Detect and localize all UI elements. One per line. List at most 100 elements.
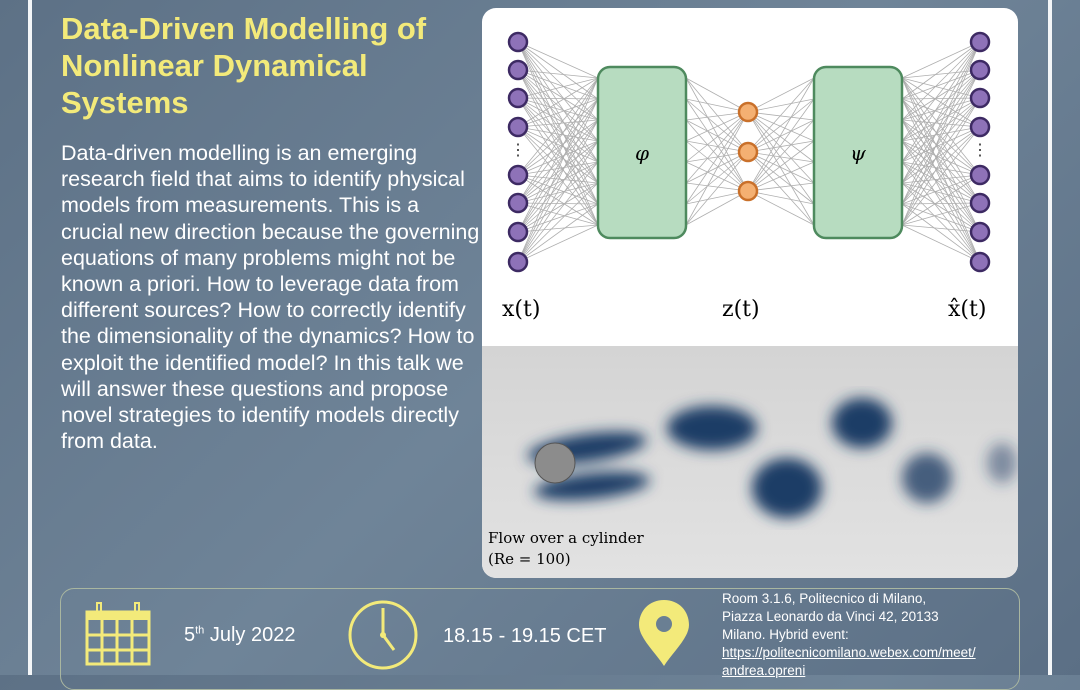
network-edge <box>517 174 599 184</box>
network-edge <box>685 161 749 192</box>
network-edge <box>747 151 815 184</box>
input-node <box>507 192 529 214</box>
network-edge <box>517 161 599 233</box>
network-edge <box>685 151 749 163</box>
figure-panel: φ ψ ⋮ ⋮ x(t) z(t) x̂(t) Flow over a cyli… <box>482 8 1018 578</box>
network-edge <box>517 203 599 233</box>
border-line-left <box>28 0 32 675</box>
network-edge <box>517 77 599 263</box>
network-edge <box>901 174 981 205</box>
network-edge <box>685 111 749 205</box>
network-edge <box>901 174 981 184</box>
network-edge <box>747 98 815 113</box>
latent-node <box>737 180 759 202</box>
network-edge <box>517 174 599 226</box>
output-node <box>969 164 991 186</box>
network-edge <box>901 41 981 226</box>
network-edge <box>747 111 815 142</box>
network-edge <box>901 140 981 176</box>
network-edge <box>747 140 815 192</box>
clock-icon <box>348 600 418 670</box>
output-node <box>969 251 991 273</box>
network-edge <box>901 77 981 233</box>
encoder-box <box>596 65 688 240</box>
network-edge <box>901 140 981 263</box>
network-edge <box>747 140 815 153</box>
calendar-icon <box>85 602 151 666</box>
network-edge <box>685 98 749 113</box>
network-edge <box>747 111 815 184</box>
network-edge <box>901 77 981 263</box>
network-edge <box>901 174 981 226</box>
output-node <box>969 87 991 109</box>
input-node <box>507 87 529 109</box>
network-edge <box>685 111 749 226</box>
network-edge <box>517 98 599 263</box>
network-edge <box>901 161 981 233</box>
network-edge <box>517 41 599 142</box>
border-line-right <box>1048 0 1052 675</box>
input-node <box>507 31 529 53</box>
network-edge <box>517 161 599 263</box>
network-edge <box>747 77 815 113</box>
network-edge <box>901 69 981 79</box>
network-edge <box>517 202 599 205</box>
network-edge <box>685 98 749 192</box>
address-line: Room 3.1.6, Politecnico di Milano, <box>722 591 927 606</box>
network-edge <box>517 77 599 176</box>
network-edge <box>517 77 599 233</box>
network-edge <box>747 190 815 226</box>
network-edge <box>901 140 981 204</box>
network-edge <box>517 41 599 226</box>
network-edge <box>901 182 981 233</box>
network-edge <box>901 140 981 233</box>
network-edge <box>685 77 749 192</box>
network-edge <box>685 182 749 192</box>
network-edge <box>517 77 599 99</box>
network-edge <box>517 140 599 233</box>
network-edge <box>901 119 981 204</box>
decoder-label: ψ <box>850 141 866 165</box>
network-edge <box>517 182 599 204</box>
flow-caption: Flow over a cylinder <box>488 529 644 547</box>
network-edge <box>517 161 599 176</box>
network-edge <box>747 77 815 192</box>
output-label: x̂(t) <box>948 297 986 322</box>
network-edge <box>901 119 981 233</box>
network-edge <box>901 41 981 142</box>
network-edge <box>901 203 981 263</box>
input-node <box>507 221 529 243</box>
decoder-box <box>812 65 904 240</box>
network-edge <box>685 111 749 184</box>
network-edge <box>901 97 981 100</box>
network-edge <box>901 98 981 233</box>
network-edge <box>747 151 815 205</box>
network-edge <box>517 140 599 263</box>
network-edge <box>901 182 981 204</box>
network-edge <box>901 77 981 128</box>
network-edge <box>517 98 599 204</box>
network-edge <box>747 98 815 192</box>
network-edge <box>685 77 749 113</box>
network-edge <box>901 98 981 263</box>
network-edge <box>685 77 749 153</box>
network-edge <box>747 151 815 226</box>
network-edge <box>901 161 981 263</box>
network-edge <box>517 41 599 79</box>
network-edge <box>685 111 749 142</box>
address-line: Milano. Hybrid event: <box>722 627 849 642</box>
poster-title: Data-Driven Modelling of Nonlinear Dynam… <box>61 11 427 120</box>
network-edge <box>685 151 749 184</box>
webex-link[interactable]: https://politecnicomilano.webex.com/meet… <box>722 645 976 678</box>
network-edge <box>517 77 599 204</box>
network-edge <box>517 182 599 263</box>
network-edge <box>901 41 981 121</box>
input-node <box>507 164 529 186</box>
input-node <box>507 59 529 81</box>
network-edge <box>517 69 599 79</box>
network-edge <box>517 161 599 204</box>
event-time: 18.15 - 19.15 CET <box>443 625 607 647</box>
network-edge <box>517 98 599 233</box>
network-edge <box>685 98 749 153</box>
network-edge <box>901 224 981 263</box>
